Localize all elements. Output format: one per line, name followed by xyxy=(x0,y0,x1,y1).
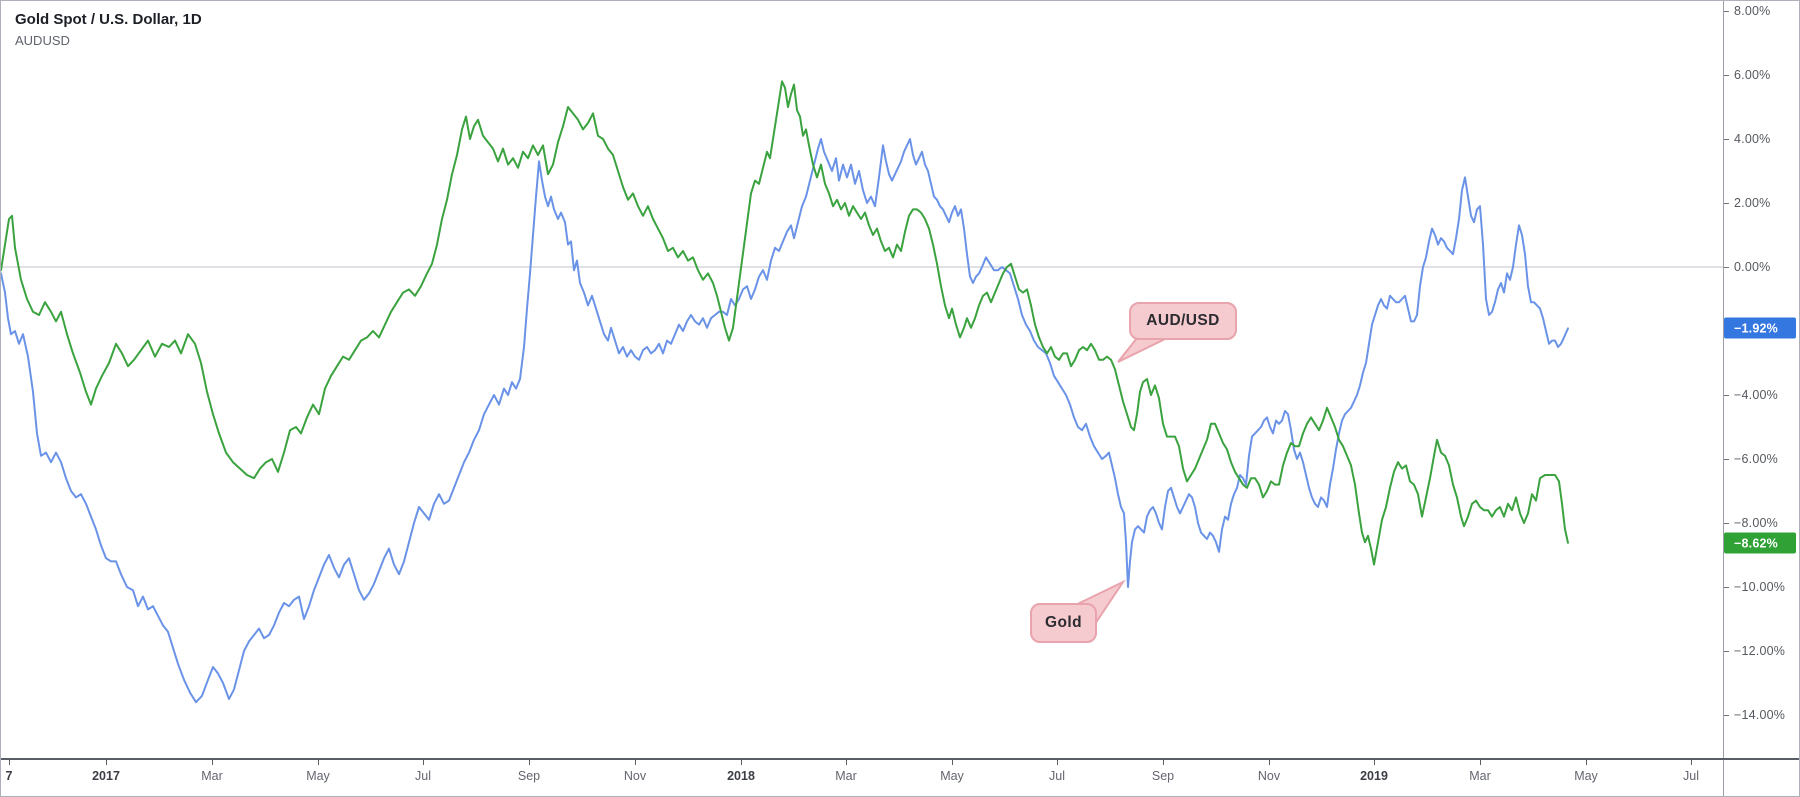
audusd-series-line[interactable] xyxy=(1,80,1569,566)
gold-callout[interactable]: Gold xyxy=(1030,603,1097,643)
price-tick-label: −14.00% xyxy=(1734,708,1786,722)
time-tick-label: 2017 xyxy=(92,769,120,783)
time-tick-mark xyxy=(9,759,10,765)
time-tick-mark xyxy=(1480,759,1481,765)
time-tick-label: May xyxy=(1574,769,1598,783)
time-tick-mark xyxy=(741,759,742,765)
price-axis-border xyxy=(1723,1,1724,796)
time-axis-border xyxy=(1,758,1799,760)
chart-legend[interactable]: Gold Spot / U.S. Dollar, 1D AUDUSD xyxy=(15,11,202,48)
time-tick-mark xyxy=(318,759,319,765)
price-tick-label: 4.00% xyxy=(1734,132,1771,146)
time-tick-label: 2018 xyxy=(727,769,755,783)
time-tick-label: 7 xyxy=(5,769,13,783)
time-tick-mark xyxy=(423,759,424,765)
price-tick-label: 0.00% xyxy=(1734,260,1771,274)
time-tick-mark xyxy=(529,759,530,765)
time-tick-label: Mar xyxy=(835,769,857,783)
time-tick-mark xyxy=(1374,759,1375,765)
gold-series-line[interactable] xyxy=(1,138,1569,704)
price-tick-mark xyxy=(1723,587,1729,588)
price-tick-mark xyxy=(1723,267,1729,268)
price-tick-mark xyxy=(1723,75,1729,76)
time-tick-mark xyxy=(106,759,107,765)
time-tick-mark xyxy=(212,759,213,765)
price-tick-label: −10.00% xyxy=(1734,580,1786,594)
time-tick-mark xyxy=(1269,759,1270,765)
time-tick-label: May xyxy=(306,769,330,783)
compare-symbol-label: AUDUSD xyxy=(15,33,70,48)
price-tick-label: −6.00% xyxy=(1734,452,1778,466)
time-tick-label: May xyxy=(940,769,964,783)
price-tick-mark xyxy=(1723,11,1729,12)
time-tick-label: Nov xyxy=(1257,769,1281,783)
time-tick-mark xyxy=(846,759,847,765)
time-tick-label: Sep xyxy=(517,769,541,783)
price-tick-label: −8.00% xyxy=(1734,516,1778,530)
time-tick-label: Mar xyxy=(1469,769,1491,783)
time-tick-mark xyxy=(952,759,953,765)
time-tick-mark xyxy=(635,759,636,765)
price-tick-mark xyxy=(1723,139,1729,140)
time-tick-label: Nov xyxy=(623,769,647,783)
time-tick-label: 2019 xyxy=(1360,769,1388,783)
price-tick-mark xyxy=(1723,459,1729,460)
time-tick-label: Mar xyxy=(201,769,223,783)
price-tick-label: 6.00% xyxy=(1734,68,1771,82)
price-tick-mark xyxy=(1723,203,1729,204)
time-tick-mark xyxy=(1057,759,1058,765)
price-tick-mark xyxy=(1723,395,1729,396)
symbol-title: Gold Spot / U.S. Dollar, 1D xyxy=(15,11,202,28)
time-tick-mark xyxy=(1163,759,1164,765)
price-tick-label: −12.00% xyxy=(1734,644,1786,658)
price-tick-label: 8.00% xyxy=(1734,4,1771,18)
time-tick-mark xyxy=(1691,759,1692,765)
price-tick-mark xyxy=(1723,523,1729,524)
time-tick-mark xyxy=(1586,759,1587,765)
audusd-price-badge: −8.62% xyxy=(1724,532,1796,554)
time-tick-label: Jul xyxy=(1683,769,1699,783)
price-tick-mark xyxy=(1723,715,1729,716)
time-tick-label: Jul xyxy=(415,769,431,783)
time-tick-label: Sep xyxy=(1151,769,1175,783)
audusd-callout[interactable]: AUD/USD xyxy=(1129,302,1237,340)
price-tick-label: −4.00% xyxy=(1734,388,1778,402)
price-tick-mark xyxy=(1723,651,1729,652)
price-tick-label: 2.00% xyxy=(1734,196,1771,210)
gold-price-badge: −1.92% xyxy=(1724,317,1796,339)
time-tick-label: Jul xyxy=(1049,769,1065,783)
